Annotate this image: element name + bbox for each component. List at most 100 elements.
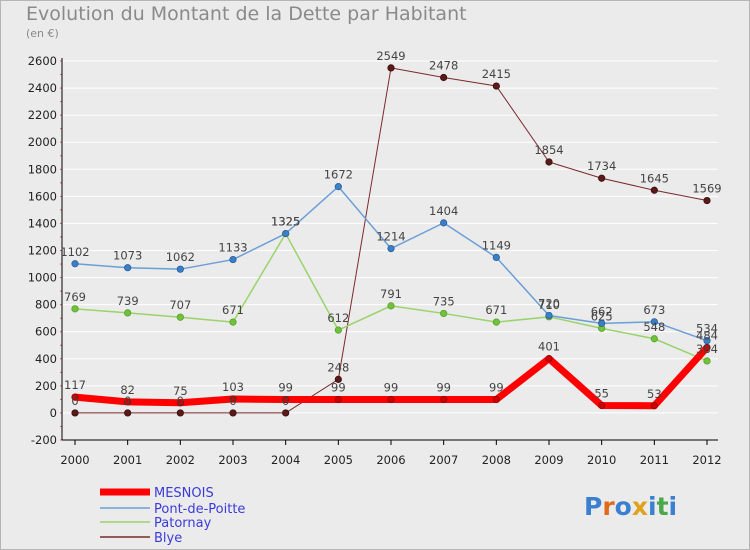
data-point	[492, 253, 500, 262]
axes: -200020040060080010001200140016001800200…	[28, 54, 722, 467]
data-label: 534	[696, 322, 718, 336]
data-label: 1325	[271, 215, 300, 229]
data-label: 103	[222, 380, 244, 394]
data-point	[387, 302, 395, 310]
logo-letter: i	[669, 492, 678, 521]
data-label: 2549	[376, 49, 405, 63]
x-tick-label: 2000	[60, 453, 89, 467]
data-label: 1734	[587, 159, 616, 173]
data-point	[492, 395, 500, 404]
data-point	[124, 409, 132, 417]
x-tick-label: 2005	[324, 453, 353, 467]
data-point	[650, 402, 658, 410]
data-label: 99	[436, 381, 451, 395]
data-point	[387, 64, 395, 72]
y-tick-label: 1800	[28, 162, 57, 176]
x-tick-label: 2009	[534, 453, 563, 467]
data-label: 1102	[60, 245, 89, 259]
data-label: 75	[173, 384, 188, 398]
data-labels: 0 0 0 0 0 248 2549 2478 2415 1854 1734 1645 1569 769 7…	[60, 49, 721, 408]
legend-label: Pont-de-Poitte	[154, 502, 245, 517]
logo-text: Proxiti	[584, 492, 677, 521]
data-label: 0	[282, 394, 289, 408]
data-point	[545, 355, 553, 363]
data-label: 673	[643, 303, 665, 317]
data-point	[334, 375, 342, 383]
series-layer	[71, 64, 711, 417]
data-point	[650, 186, 658, 194]
data-point	[176, 313, 184, 321]
data-point	[650, 335, 658, 343]
data-label: 739	[117, 294, 139, 308]
y-tick-label: 0	[50, 406, 57, 420]
data-label: 99	[278, 381, 293, 395]
data-point	[703, 196, 711, 205]
data-point	[71, 260, 79, 268]
data-point	[71, 409, 79, 417]
data-point	[334, 395, 342, 404]
data-label: 548	[643, 320, 665, 334]
data-point	[71, 305, 79, 313]
data-label: 117	[64, 378, 86, 392]
data-point	[124, 398, 132, 406]
proxiti-logo: Proxiti	[584, 492, 677, 521]
data-label: 1133	[218, 241, 247, 255]
data-label: 1672	[324, 168, 353, 182]
data-point	[598, 174, 606, 182]
data-point	[492, 82, 500, 90]
logo-letter: P	[584, 492, 602, 521]
data-point	[229, 395, 237, 403]
data-point	[440, 73, 448, 82]
data-point	[229, 409, 237, 417]
data-point	[440, 395, 448, 404]
data-label: 82	[120, 383, 135, 397]
logo-letter: x	[632, 492, 648, 521]
data-point	[703, 357, 711, 365]
data-label: 1073	[113, 249, 142, 263]
data-label: 625	[591, 309, 613, 323]
y-tick-label: 1200	[28, 244, 57, 258]
data-label: 1214	[376, 230, 405, 244]
x-tick-label: 2012	[692, 453, 721, 467]
logo-letter: o	[615, 492, 632, 521]
data-point	[71, 393, 79, 401]
x-tick-label: 2010	[587, 453, 616, 467]
data-label: 1569	[692, 182, 721, 196]
x-tick-label: 2001	[113, 453, 142, 467]
data-point	[650, 318, 658, 326]
data-point	[176, 409, 184, 417]
data-point	[387, 395, 395, 404]
y-tick-label: -200	[31, 433, 57, 447]
data-label: 53	[647, 387, 662, 401]
x-tick-label: 2004	[271, 453, 300, 467]
data-label: 791	[380, 287, 402, 301]
data-point	[334, 326, 342, 334]
data-point	[598, 401, 606, 410]
x-tick-label: 2007	[429, 453, 458, 467]
data-label: 99	[384, 381, 399, 395]
y-tick-label: 2200	[28, 108, 57, 122]
x-tick-label: 2006	[376, 453, 405, 467]
logo-letter: r	[602, 492, 615, 521]
data-label: 0	[229, 394, 236, 408]
data-point	[703, 343, 711, 352]
data-label: 662	[591, 304, 613, 318]
y-tick-label: 2600	[28, 54, 57, 68]
data-label: 2478	[429, 59, 458, 73]
logo-letter: t	[657, 492, 669, 521]
data-point	[545, 158, 553, 166]
data-point	[176, 399, 184, 407]
x-tick-label: 2011	[640, 453, 669, 467]
data-label: 0	[177, 394, 184, 408]
x-tick-label: 2008	[482, 453, 511, 467]
data-point	[229, 318, 237, 326]
data-label: 671	[485, 303, 507, 317]
grid	[62, 60, 718, 441]
data-point	[282, 395, 290, 404]
y-tick-label: 400	[35, 352, 57, 366]
data-label: 0	[124, 394, 131, 408]
legend-label: Blye	[154, 531, 182, 546]
data-point	[492, 318, 500, 326]
